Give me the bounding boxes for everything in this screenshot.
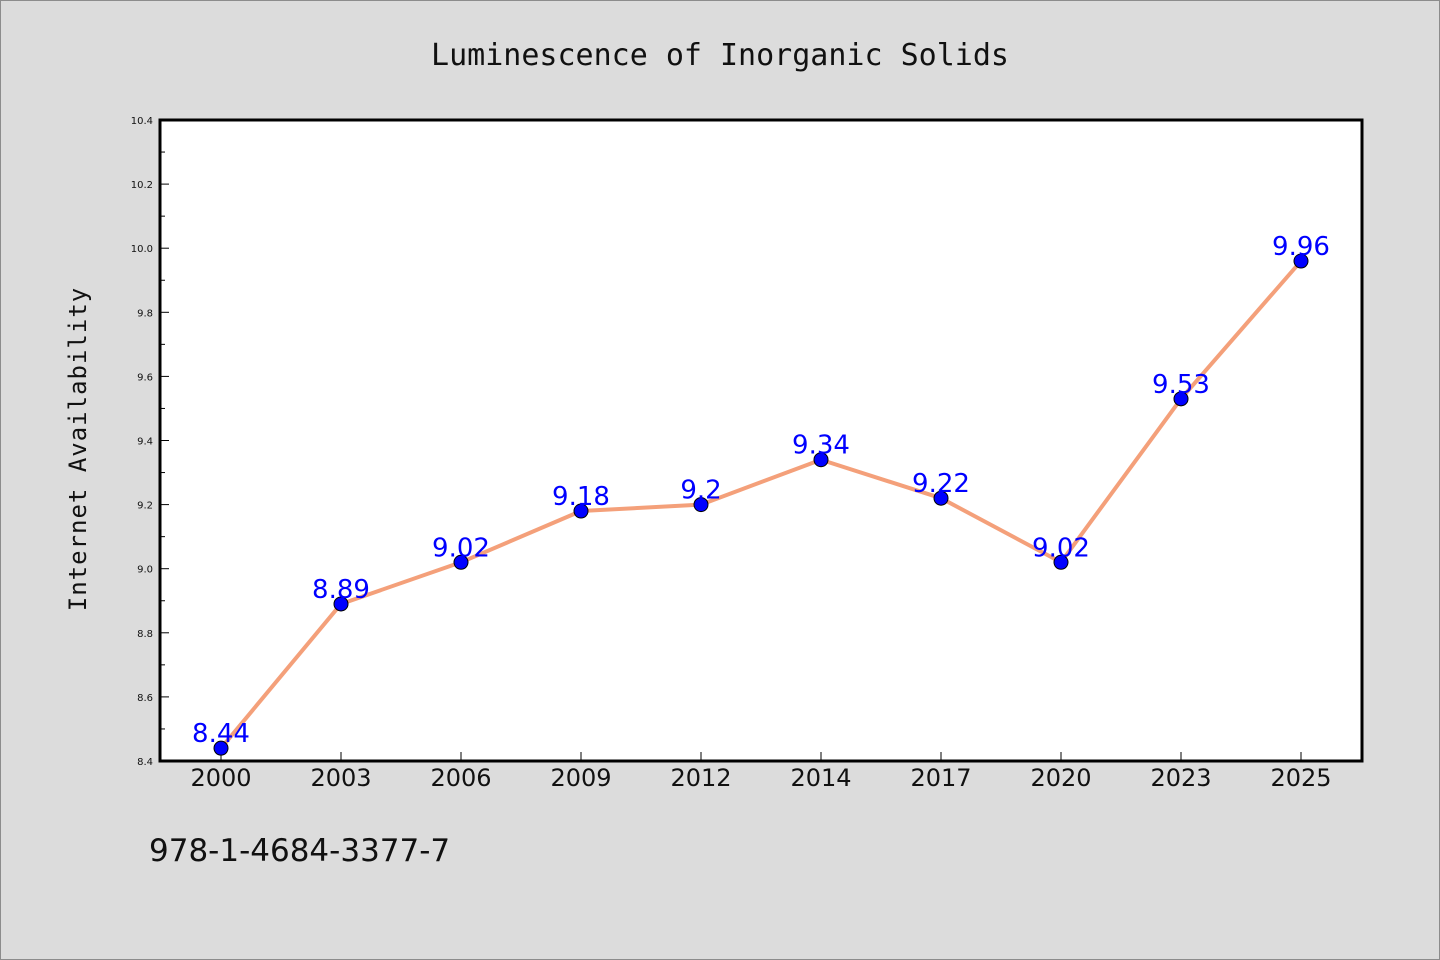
plot-area: [160, 120, 1362, 761]
y-tick-label: 9.8: [137, 308, 153, 319]
x-axis: 2000 2003 2006 2009 2012 2014 2017 2020 2023 2025: [190, 752, 1332, 792]
data-label: 9.02: [432, 533, 490, 563]
data-label: 9.02: [1032, 533, 1090, 563]
chart-title: Luminescence of Inorganic Solids: [431, 38, 1009, 73]
x-tick-label: 2009: [550, 764, 611, 792]
x-tick-label: 2012: [670, 764, 731, 792]
y-axis: 8.4 8.6 8.8 9.0 9.2 9.4 9.6 9.8 10.0 10.2 10.4: [131, 116, 169, 768]
data-label: 9.2: [680, 476, 721, 506]
data-labels: 8.44 8.89 9.02 9.18 9.2 9.34 9.22 9.02 9.53 9.96: [192, 232, 1330, 749]
footer-code: 978-1-4684-3377-7: [149, 833, 451, 869]
x-tick-label: 2000: [190, 764, 251, 792]
y-tick-label: 9.2: [137, 501, 153, 512]
data-label: 9.34: [792, 431, 850, 461]
y-tick-label: 8.4: [137, 757, 153, 768]
y-tick-label: 8.8: [137, 629, 153, 640]
data-point: [813, 452, 829, 468]
series-line: [219, 259, 1303, 751]
data-label: 8.89: [312, 575, 370, 605]
x-tick-label: 2003: [310, 764, 371, 792]
y-tick-label: 9.0: [137, 565, 153, 576]
y-tick-label: 9.6: [137, 372, 153, 383]
x-tick-label: 2023: [1150, 764, 1211, 792]
data-point: [573, 503, 589, 519]
data-label: 9.96: [1272, 232, 1330, 262]
y-tick-label: 10.4: [131, 116, 153, 127]
x-tick-label: 2025: [1270, 764, 1331, 792]
data-point: [693, 497, 709, 513]
data-point: [933, 490, 949, 506]
data-point: [213, 740, 229, 756]
y-tick-label: 10.0: [131, 244, 153, 255]
x-tick-label: 2017: [910, 764, 971, 792]
x-tick-label: 2006: [430, 764, 491, 792]
x-tick-label: 2014: [790, 764, 851, 792]
x-tick-label: 2020: [1030, 764, 1091, 792]
data-label: 9.18: [552, 482, 610, 512]
y-tick-label: 10.2: [131, 180, 153, 191]
data-label: 9.53: [1152, 370, 1210, 400]
data-point: [1053, 554, 1069, 570]
data-point: [1293, 253, 1309, 269]
plot-frame: [158, 118, 1364, 763]
data-point: [453, 554, 469, 570]
y-axis-label: Internet Availability: [64, 287, 92, 611]
y-tick-label: 9.4: [137, 437, 153, 448]
data-point: [333, 596, 349, 612]
y-tick-label: 8.6: [137, 693, 153, 704]
data-series: [213, 253, 1309, 756]
data-label: 8.44: [192, 719, 250, 749]
data-label: 9.22: [912, 469, 970, 499]
data-point: [1173, 391, 1189, 407]
